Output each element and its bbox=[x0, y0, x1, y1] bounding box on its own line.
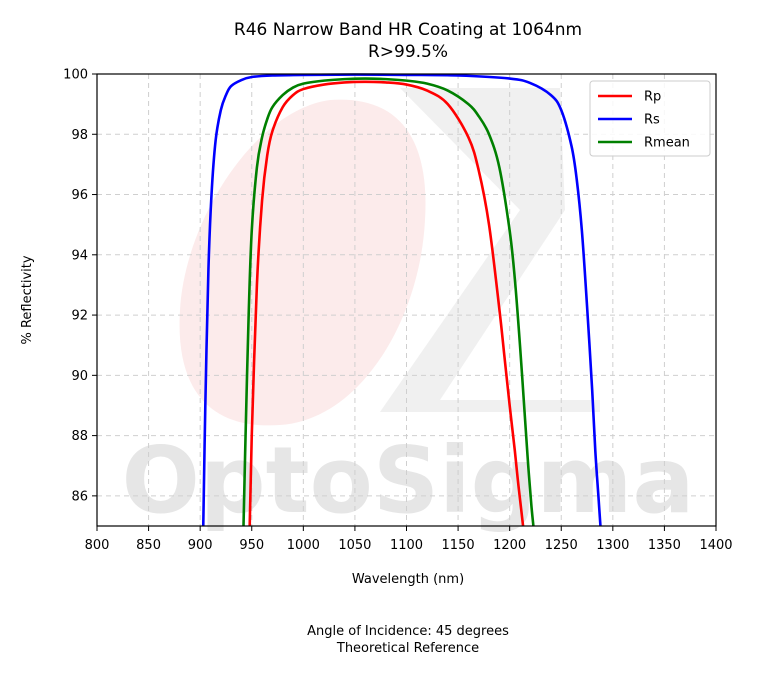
watermark: OptoSigma bbox=[122, 88, 695, 534]
y-axis-ticks: 86 88 90 92 94 96 98 100 bbox=[63, 68, 97, 504]
series-group bbox=[201, 73, 602, 527]
x-tick-label: 900 bbox=[188, 538, 213, 553]
footnote-angle: Angle of Incidence: 45 degrees bbox=[307, 624, 509, 639]
x-tick-label: 950 bbox=[239, 538, 264, 553]
x-tick-label: 1300 bbox=[596, 538, 629, 553]
legend-label-rs: Rs bbox=[644, 113, 660, 128]
watermark-logo-z bbox=[380, 88, 600, 412]
y-tick-label: 86 bbox=[71, 489, 88, 504]
series-line-rmean bbox=[242, 77, 535, 527]
y-tick-label: 94 bbox=[71, 248, 88, 263]
legend: Rp Rs Rmean bbox=[589, 80, 711, 157]
x-tick-label: 1050 bbox=[338, 538, 371, 553]
x-tick-label: 1000 bbox=[287, 538, 320, 553]
chart-title: R46 Narrow Band HR Coating at 1064nm bbox=[234, 20, 582, 40]
footnote-reference: Theoretical Reference bbox=[336, 641, 479, 656]
x-tick-label: 850 bbox=[136, 538, 161, 553]
y-tick-label: 98 bbox=[71, 128, 88, 143]
y-tick-label: 100 bbox=[63, 68, 88, 83]
x-tick-label: 1150 bbox=[442, 538, 475, 553]
series-line-rp bbox=[248, 80, 525, 527]
y-tick-label: 90 bbox=[71, 369, 88, 384]
legend-label-rmean: Rmean bbox=[644, 136, 690, 151]
y-tick-label: 88 bbox=[71, 429, 88, 444]
y-tick-label: 96 bbox=[71, 188, 88, 203]
x-tick-label: 1200 bbox=[493, 538, 526, 553]
watermark-logo-ellipse bbox=[179, 99, 426, 426]
watermark-text: OptoSigma bbox=[122, 427, 695, 534]
x-tick-label: 1350 bbox=[648, 538, 681, 553]
series-line-rs bbox=[201, 73, 602, 527]
legend-label-rp: Rp bbox=[644, 90, 661, 105]
x-axis-label: Wavelength (nm) bbox=[352, 572, 464, 587]
y-tick-label: 92 bbox=[71, 309, 88, 324]
x-tick-label: 1250 bbox=[545, 538, 578, 553]
x-tick-label: 1100 bbox=[390, 538, 423, 553]
legend-box bbox=[589, 80, 711, 157]
y-axis-label: % Reflectivity bbox=[20, 255, 35, 344]
x-axis-ticks: 800 850 900 950 1000 1050 1100 1150 1200 1250 1300… bbox=[85, 526, 733, 553]
chart-subtitle: R>99.5% bbox=[368, 42, 448, 62]
x-tick-label: 1400 bbox=[699, 538, 732, 553]
x-tick-label: 800 bbox=[85, 538, 110, 553]
